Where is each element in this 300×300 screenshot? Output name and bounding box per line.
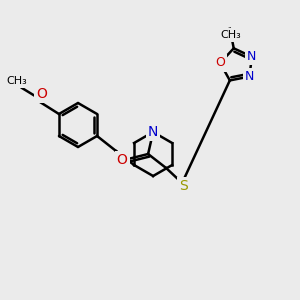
Text: N: N	[148, 125, 158, 139]
Text: N: N	[245, 70, 254, 83]
Text: O: O	[215, 56, 225, 69]
Text: O: O	[117, 153, 128, 167]
Text: N: N	[247, 50, 256, 63]
Text: S: S	[179, 179, 188, 193]
Text: CH₃: CH₃	[7, 76, 27, 86]
Text: CH₃: CH₃	[220, 30, 241, 40]
Text: O: O	[37, 87, 47, 101]
